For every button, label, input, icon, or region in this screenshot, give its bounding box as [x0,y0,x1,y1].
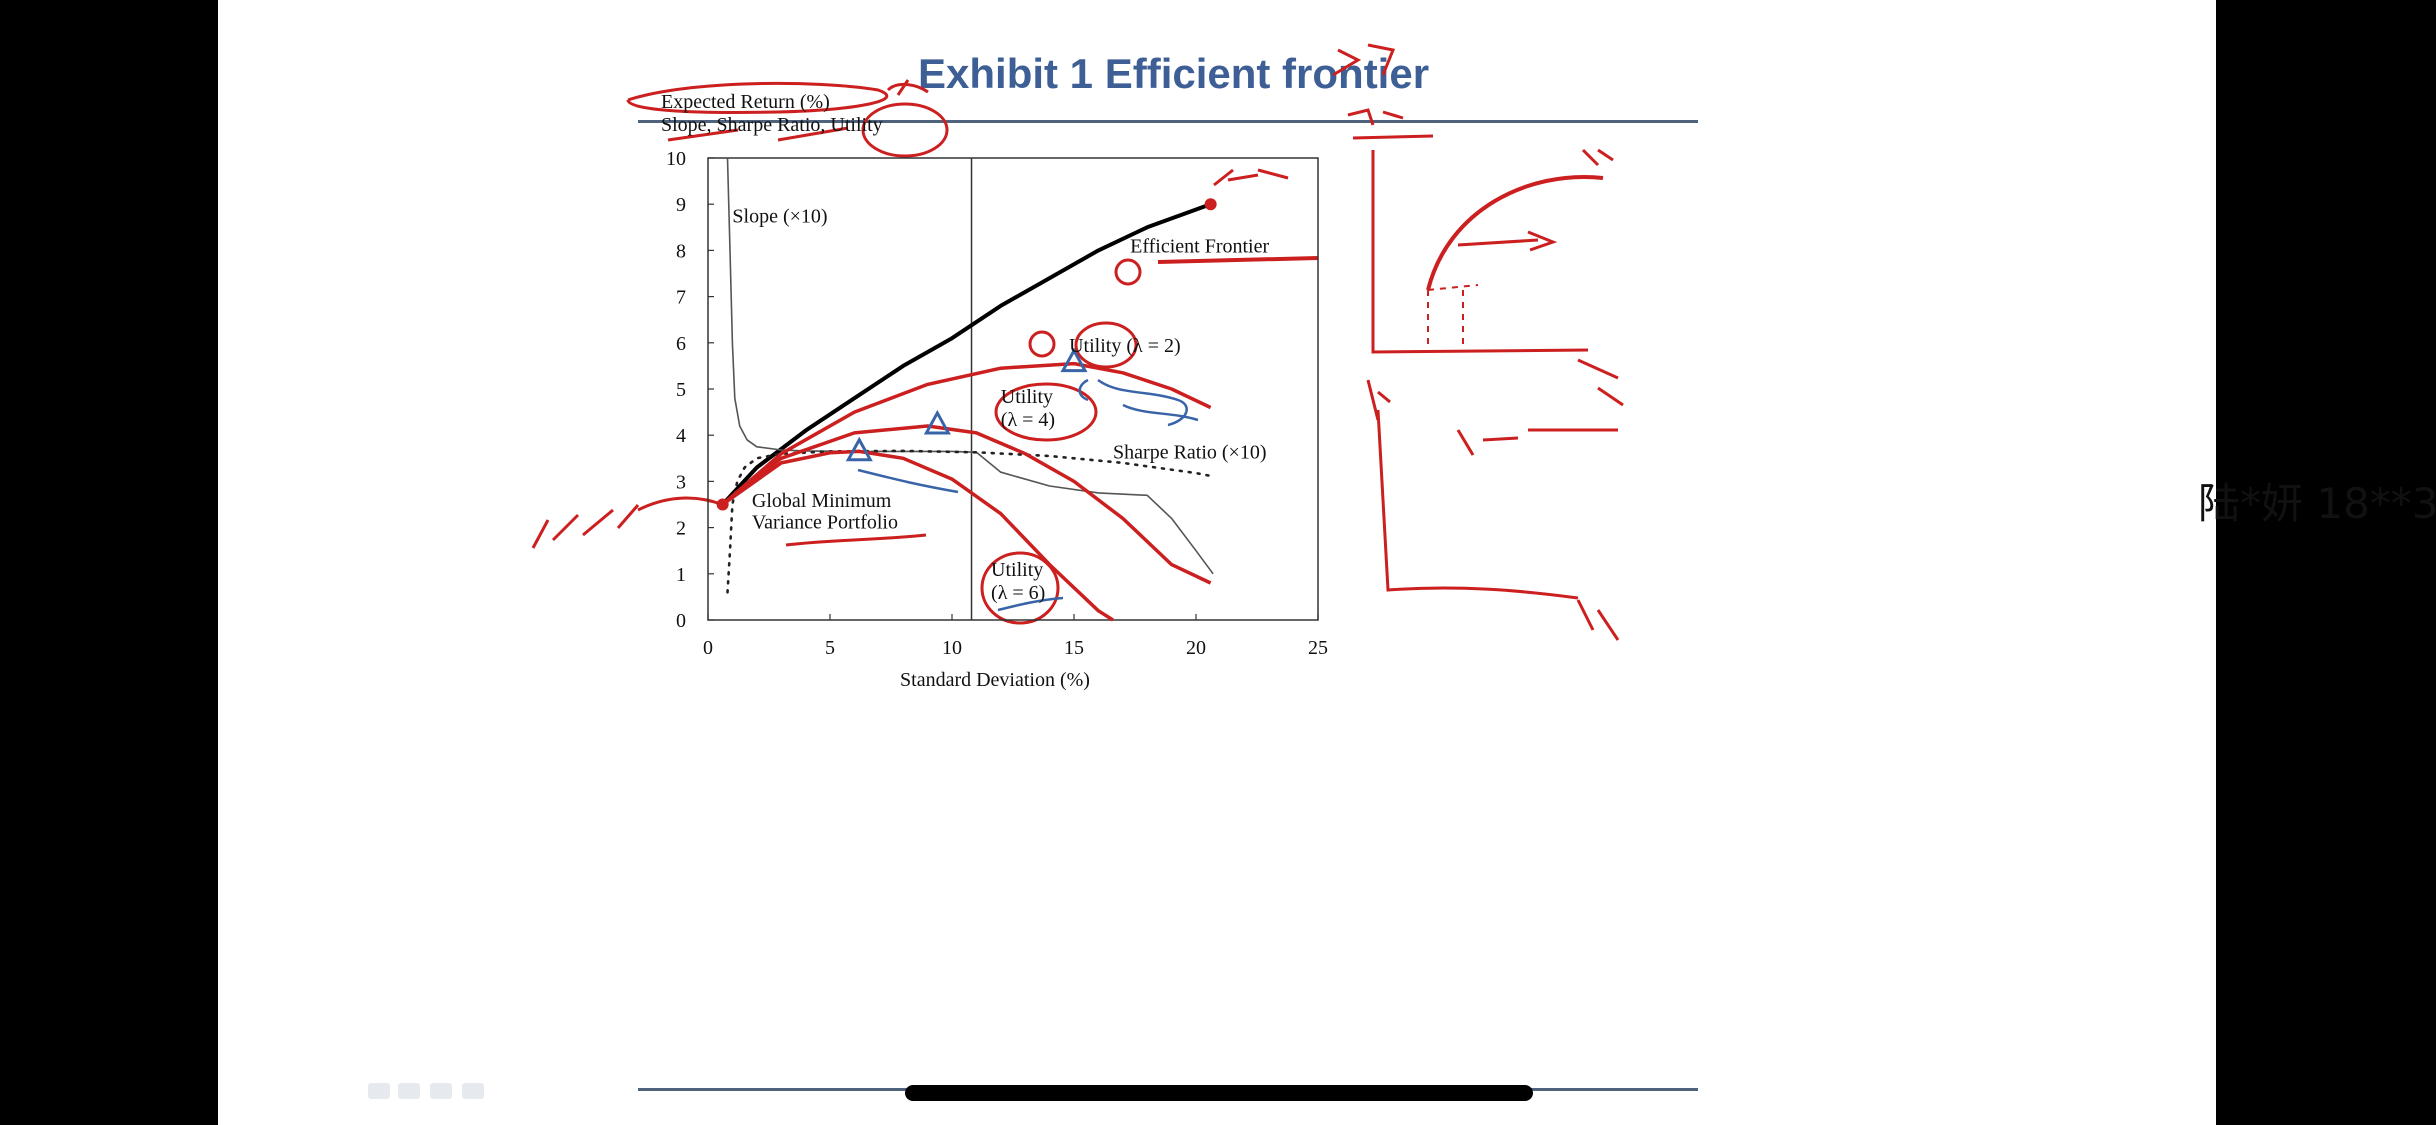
series-line [721,449,1114,622]
pen-icon[interactable] [398,1083,420,1099]
labels-group: 0 5 10 15 20 25 0 1 2 3 4 5 6 7 8 9 10 Expected Return (%… [661,91,1328,691]
optimal-point-marker [1060,347,1088,373]
next-slide-icon[interactable] [462,1083,484,1099]
series-line [721,424,1212,585]
grid [707,157,1319,621]
optimal-point-marker [923,409,951,435]
series-line [726,157,1214,575]
y-tick-label: 0 [676,610,686,632]
menu-icon[interactable] [430,1083,452,1099]
chart-annotation: Utility [991,559,1043,581]
y-tick-label: 2 [676,518,686,540]
y-tick-label: 6 [676,333,686,355]
y-tick-label: 4 [676,425,686,447]
y-tick-label: 7 [676,287,686,309]
series-line [726,449,1212,594]
y-tick-label: 8 [676,240,686,262]
watermark-user-id: 陆*妍 18**3 [2198,479,2436,528]
y-tick-label: 3 [676,471,686,493]
x-axis-label: Standard Deviation (%) [900,669,1090,691]
optimal-point-marker [845,436,873,462]
x-tick-label: 0 [703,637,713,659]
slide-title: Exhibit 1 Efficient frontier [918,50,1430,97]
chart-annotation: Utility [1001,386,1053,408]
title-divider [638,120,1698,123]
chart-annotation: Slope (×10) [732,206,827,228]
chart-annotation: Efficient Frontier [1130,236,1269,258]
data-point [1204,198,1217,211]
home-indicator[interactable] [905,1085,1533,1101]
marks-group [716,198,1217,511]
x-tick-label: 10 [942,637,962,659]
chart-annotation: Utility (λ = 2) [1069,335,1181,357]
series-line [721,202,1212,506]
x-tick-label: 25 [1308,637,1328,659]
chart-annotation: Sharpe Ratio (×10) [1113,441,1266,463]
y-tick-label: 10 [666,148,686,170]
plot-area: 0 5 10 15 20 25 0 1 2 3 4 5 6 7 8 9 10 Expected Return (%… [661,91,1328,691]
series-line [721,361,1212,506]
series-group [721,157,1214,622]
chart-annotation: Variance Portfolio [752,512,898,534]
x-tick-label: 15 [1064,637,1084,659]
x-tick-label: 5 [825,637,835,659]
y-tick-label: 1 [676,564,686,586]
y-axis-label: Slope, Sharpe Ratio, Utility [661,114,883,136]
handwritten-annotations [531,43,1624,641]
chart-annotation: Global Minimum [752,490,892,512]
slide: Exhibit 1 Efficient frontier [218,0,2436,1125]
data-point [716,498,729,511]
y-tick-label: 9 [676,194,686,216]
y-axis-label: Expected Return (%) [661,91,830,113]
y-tick-label: 5 [676,379,686,401]
x-tick-label: 20 [1186,637,1206,659]
prev-slide-icon[interactable] [368,1083,390,1099]
chart-annotation: (λ = 4) [1001,409,1055,431]
efficient-frontier-chart: 0 5 10 15 20 25 0 1 2 3 4 5 6 7 8 9 10 Expected Return (%… [531,43,1624,691]
chart-annotation: (λ = 6) [991,582,1045,604]
